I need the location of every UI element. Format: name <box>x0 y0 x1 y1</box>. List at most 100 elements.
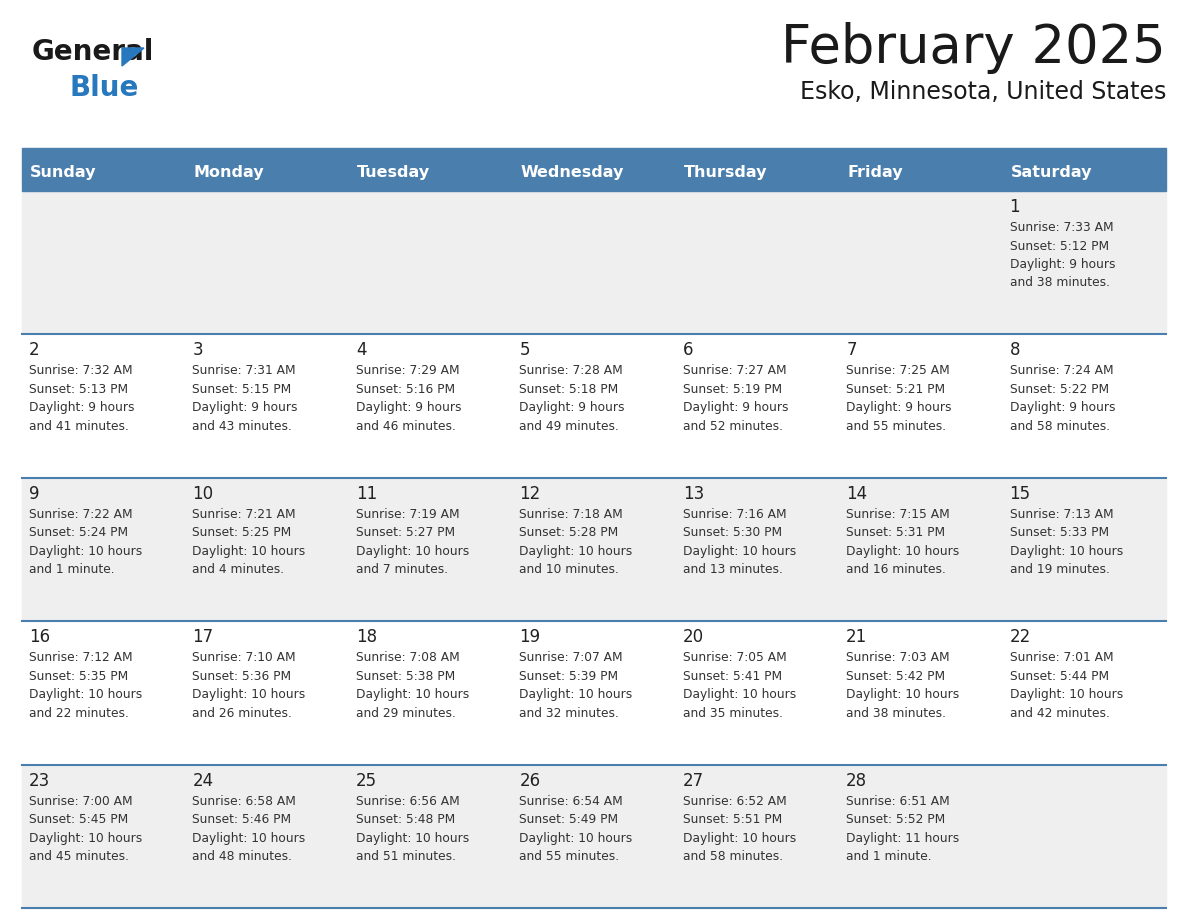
Text: Sunset: 5:35 PM: Sunset: 5:35 PM <box>29 670 128 683</box>
Text: 10: 10 <box>192 485 214 503</box>
Text: Sunset: 5:31 PM: Sunset: 5:31 PM <box>846 526 946 539</box>
Text: and 26 minutes.: and 26 minutes. <box>192 707 292 720</box>
Text: and 51 minutes.: and 51 minutes. <box>356 850 456 863</box>
Text: and 58 minutes.: and 58 minutes. <box>1010 420 1110 433</box>
Text: Daylight: 10 hours: Daylight: 10 hours <box>683 688 796 701</box>
Text: 21: 21 <box>846 628 867 646</box>
Text: and 13 minutes.: and 13 minutes. <box>683 564 783 577</box>
Text: Sunset: 5:22 PM: Sunset: 5:22 PM <box>1010 383 1108 396</box>
Text: Daylight: 10 hours: Daylight: 10 hours <box>192 544 305 558</box>
Text: Tuesday: Tuesday <box>356 164 430 180</box>
Text: Daylight: 10 hours: Daylight: 10 hours <box>846 544 960 558</box>
Text: and 52 minutes.: and 52 minutes. <box>683 420 783 433</box>
Text: Daylight: 10 hours: Daylight: 10 hours <box>29 688 143 701</box>
Text: Sunrise: 7:24 AM: Sunrise: 7:24 AM <box>1010 364 1113 377</box>
Text: Sunset: 5:24 PM: Sunset: 5:24 PM <box>29 526 128 539</box>
Text: 1: 1 <box>1010 198 1020 216</box>
Text: Saturday: Saturday <box>1011 164 1092 180</box>
Text: and 19 minutes.: and 19 minutes. <box>1010 564 1110 577</box>
Text: Sunrise: 7:13 AM: Sunrise: 7:13 AM <box>1010 508 1113 521</box>
Text: and 7 minutes.: and 7 minutes. <box>356 564 448 577</box>
Text: 4: 4 <box>356 341 366 360</box>
Text: Sunrise: 6:54 AM: Sunrise: 6:54 AM <box>519 795 623 808</box>
Text: Daylight: 9 hours: Daylight: 9 hours <box>846 401 952 414</box>
Text: 9: 9 <box>29 485 39 503</box>
Text: February 2025: February 2025 <box>782 22 1165 74</box>
Text: 24: 24 <box>192 772 214 789</box>
Text: Sunset: 5:45 PM: Sunset: 5:45 PM <box>29 813 128 826</box>
Text: Sunset: 5:33 PM: Sunset: 5:33 PM <box>1010 526 1108 539</box>
Text: 23: 23 <box>29 772 50 789</box>
Text: Sunrise: 6:51 AM: Sunrise: 6:51 AM <box>846 795 950 808</box>
Text: and 10 minutes.: and 10 minutes. <box>519 564 619 577</box>
Text: and 4 minutes.: and 4 minutes. <box>192 564 285 577</box>
Text: Sunrise: 7:28 AM: Sunrise: 7:28 AM <box>519 364 623 377</box>
Text: Blue: Blue <box>70 74 139 102</box>
Text: 2: 2 <box>29 341 39 360</box>
Bar <box>23 153 1165 191</box>
Text: Sunrise: 7:12 AM: Sunrise: 7:12 AM <box>29 651 133 665</box>
Text: Daylight: 11 hours: Daylight: 11 hours <box>846 832 960 845</box>
Polygon shape <box>122 48 144 66</box>
Text: Daylight: 10 hours: Daylight: 10 hours <box>192 688 305 701</box>
Text: and 32 minutes.: and 32 minutes. <box>519 707 619 720</box>
Text: Daylight: 10 hours: Daylight: 10 hours <box>519 832 632 845</box>
Text: Sunset: 5:30 PM: Sunset: 5:30 PM <box>683 526 782 539</box>
Text: Sunset: 5:44 PM: Sunset: 5:44 PM <box>1010 670 1108 683</box>
Text: and 29 minutes.: and 29 minutes. <box>356 707 456 720</box>
Text: Daylight: 9 hours: Daylight: 9 hours <box>356 401 461 414</box>
Text: and 38 minutes.: and 38 minutes. <box>1010 276 1110 289</box>
Text: 20: 20 <box>683 628 703 646</box>
Text: Daylight: 9 hours: Daylight: 9 hours <box>519 401 625 414</box>
Text: Sunset: 5:21 PM: Sunset: 5:21 PM <box>846 383 946 396</box>
Text: Sunset: 5:18 PM: Sunset: 5:18 PM <box>519 383 619 396</box>
Text: 12: 12 <box>519 485 541 503</box>
Text: Daylight: 10 hours: Daylight: 10 hours <box>192 832 305 845</box>
Text: and 55 minutes.: and 55 minutes. <box>846 420 947 433</box>
Bar <box>23 621 1165 765</box>
Text: Sunset: 5:36 PM: Sunset: 5:36 PM <box>192 670 291 683</box>
Text: Wednesday: Wednesday <box>520 164 624 180</box>
Text: Sunrise: 7:25 AM: Sunrise: 7:25 AM <box>846 364 950 377</box>
Text: Daylight: 10 hours: Daylight: 10 hours <box>683 544 796 558</box>
Text: Daylight: 10 hours: Daylight: 10 hours <box>356 688 469 701</box>
Text: Sunrise: 7:19 AM: Sunrise: 7:19 AM <box>356 508 460 521</box>
Text: 16: 16 <box>29 628 50 646</box>
Text: and 48 minutes.: and 48 minutes. <box>192 850 292 863</box>
Text: 3: 3 <box>192 341 203 360</box>
Text: Sunset: 5:38 PM: Sunset: 5:38 PM <box>356 670 455 683</box>
Text: Daylight: 10 hours: Daylight: 10 hours <box>356 544 469 558</box>
Text: Sunset: 5:48 PM: Sunset: 5:48 PM <box>356 813 455 826</box>
Text: and 38 minutes.: and 38 minutes. <box>846 707 946 720</box>
Text: Sunrise: 7:03 AM: Sunrise: 7:03 AM <box>846 651 949 665</box>
Text: Sunrise: 7:07 AM: Sunrise: 7:07 AM <box>519 651 623 665</box>
Text: Sunrise: 6:58 AM: Sunrise: 6:58 AM <box>192 795 296 808</box>
Text: Daylight: 10 hours: Daylight: 10 hours <box>683 832 796 845</box>
Text: Sunrise: 7:08 AM: Sunrise: 7:08 AM <box>356 651 460 665</box>
Text: and 41 minutes.: and 41 minutes. <box>29 420 128 433</box>
Text: and 46 minutes.: and 46 minutes. <box>356 420 456 433</box>
Bar <box>23 477 1165 621</box>
Text: Sunrise: 7:29 AM: Sunrise: 7:29 AM <box>356 364 460 377</box>
Text: Sunrise: 6:56 AM: Sunrise: 6:56 AM <box>356 795 460 808</box>
Text: Sunrise: 7:10 AM: Sunrise: 7:10 AM <box>192 651 296 665</box>
Text: and 45 minutes.: and 45 minutes. <box>29 850 129 863</box>
Text: Sunrise: 7:21 AM: Sunrise: 7:21 AM <box>192 508 296 521</box>
Bar <box>23 148 1165 153</box>
Text: Sunset: 5:27 PM: Sunset: 5:27 PM <box>356 526 455 539</box>
Text: Daylight: 9 hours: Daylight: 9 hours <box>1010 401 1116 414</box>
Text: Sunset: 5:39 PM: Sunset: 5:39 PM <box>519 670 619 683</box>
Text: Sunset: 5:51 PM: Sunset: 5:51 PM <box>683 813 782 826</box>
Text: and 49 minutes.: and 49 minutes. <box>519 420 619 433</box>
Text: Daylight: 10 hours: Daylight: 10 hours <box>846 688 960 701</box>
Text: Sunrise: 7:22 AM: Sunrise: 7:22 AM <box>29 508 133 521</box>
Text: Esko, Minnesota, United States: Esko, Minnesota, United States <box>800 80 1165 104</box>
Text: Friday: Friday <box>847 164 903 180</box>
Text: Daylight: 10 hours: Daylight: 10 hours <box>519 544 632 558</box>
Text: 19: 19 <box>519 628 541 646</box>
Text: Sunset: 5:13 PM: Sunset: 5:13 PM <box>29 383 128 396</box>
Text: Sunset: 5:16 PM: Sunset: 5:16 PM <box>356 383 455 396</box>
Text: Daylight: 10 hours: Daylight: 10 hours <box>1010 544 1123 558</box>
Text: Daylight: 9 hours: Daylight: 9 hours <box>1010 258 1116 271</box>
Text: 7: 7 <box>846 341 857 360</box>
